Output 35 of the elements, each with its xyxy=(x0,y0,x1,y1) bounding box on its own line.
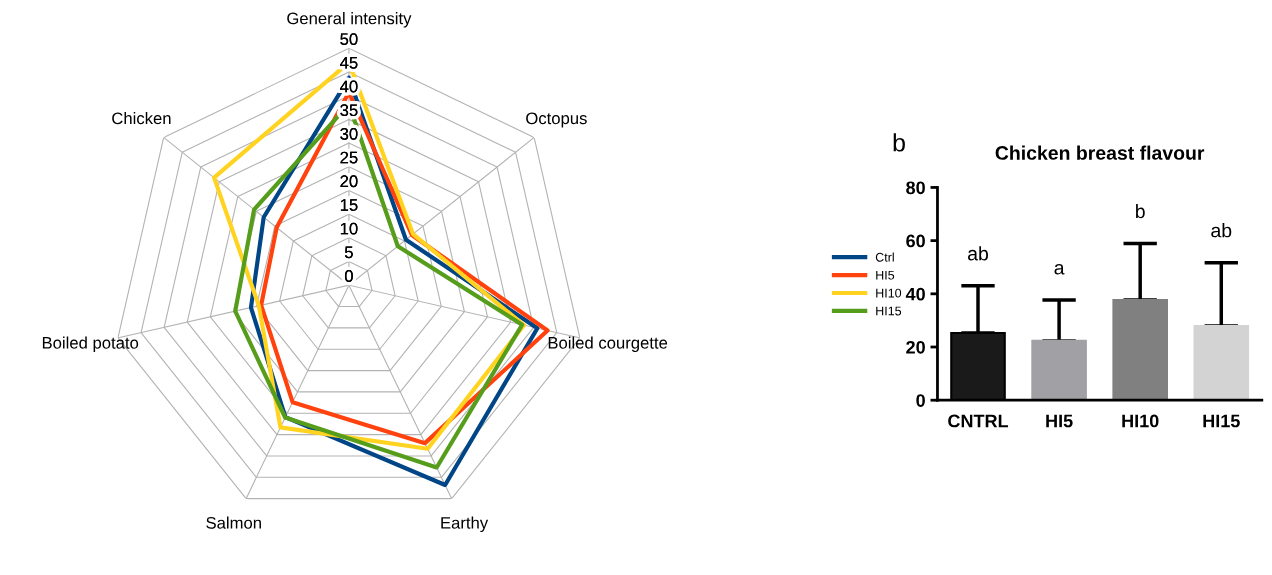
spoke-label: Salmon xyxy=(206,516,261,529)
legend-label: HI10 xyxy=(876,288,902,298)
annotation: ab xyxy=(968,246,989,261)
spoke-label: Earthy xyxy=(441,516,489,533)
annotation: ab xyxy=(1211,223,1232,238)
x-tick-label: HI15 xyxy=(1203,414,1240,428)
chart-title: Chicken breast flavour xyxy=(995,145,1205,160)
y-tick-label: 25 xyxy=(340,151,358,164)
legend-label: HI5 xyxy=(876,270,895,280)
y-tick-label: 30 xyxy=(340,127,358,140)
y-tick-label: 15 xyxy=(340,199,358,211)
y-tick-label: 50 xyxy=(340,33,358,46)
x-tick-label: CNTRL xyxy=(948,414,1009,428)
spoke-label: Boiled courgette xyxy=(548,336,668,353)
x-tick-label: HI5 xyxy=(1046,414,1073,428)
spoke-label: Chicken xyxy=(112,111,171,125)
y-tick-label: 20 xyxy=(906,340,925,354)
annotation: b xyxy=(1136,203,1145,219)
y-tick-label: 40 xyxy=(905,287,925,301)
y-tick-label: 5 xyxy=(344,246,353,259)
spoke-label: General intensity xyxy=(287,12,412,28)
spoke-label: Octopus xyxy=(526,112,587,128)
y-tick-label: 10 xyxy=(340,222,358,235)
y-tick-label: 0 xyxy=(916,394,925,407)
annotation: a xyxy=(1054,263,1065,275)
y-tick-label: 20 xyxy=(340,175,358,188)
spoke-label: Boiled potato xyxy=(42,336,139,353)
y-tick-label: 60 xyxy=(906,234,925,248)
y-tick-label: 80 xyxy=(906,181,925,195)
text: b xyxy=(893,133,905,152)
y-tick-label: 0 xyxy=(344,270,353,282)
x-tick-label: HI10 xyxy=(1122,414,1159,428)
legend-label: Ctrl xyxy=(875,252,894,262)
legend-label: HI15 xyxy=(876,306,902,316)
y-tick-label: 40 xyxy=(340,80,358,93)
